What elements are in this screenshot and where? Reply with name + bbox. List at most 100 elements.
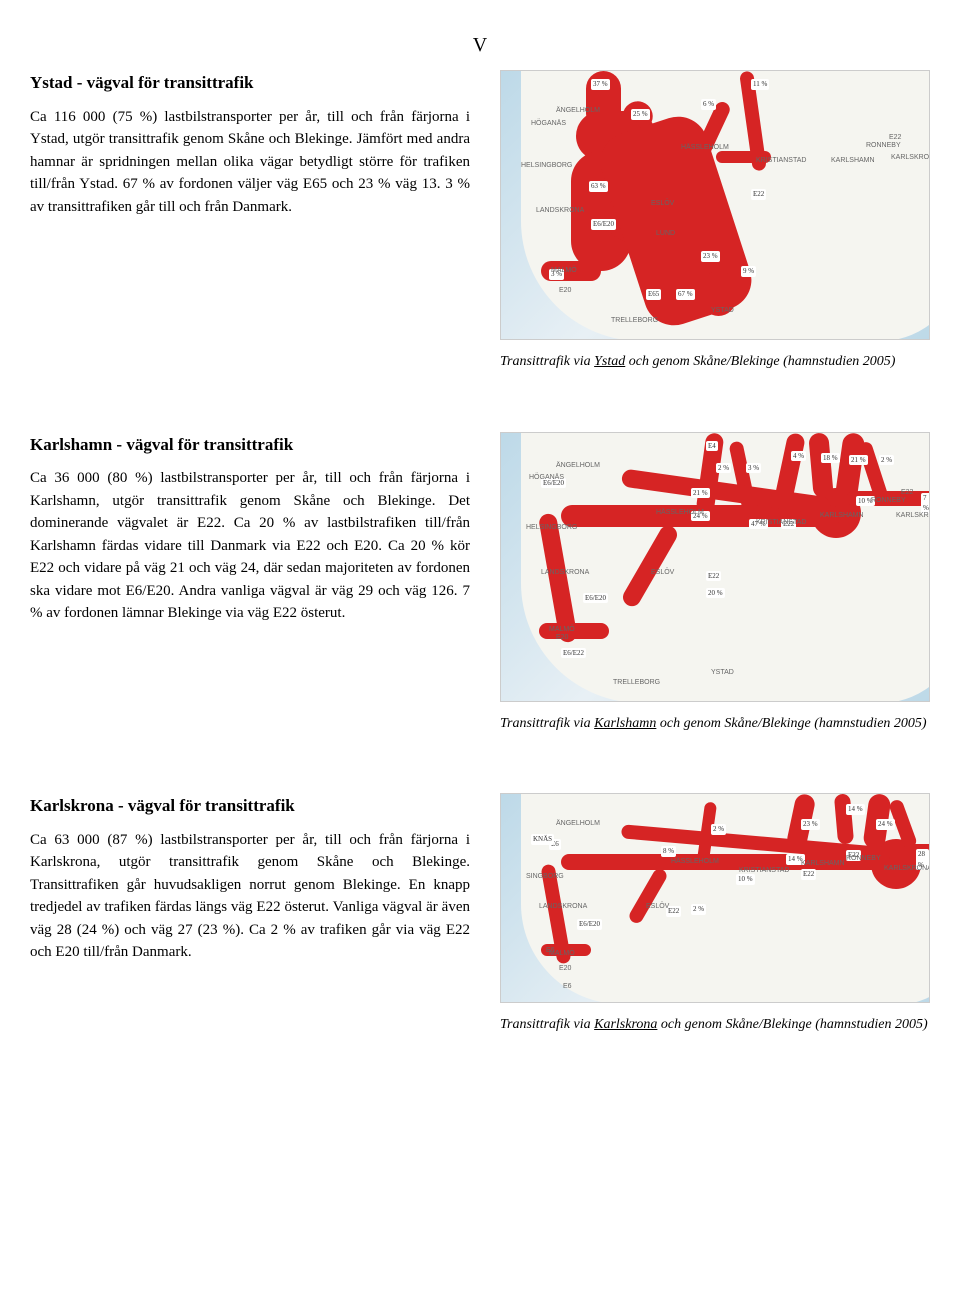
map-city-label: ÄNGELHOLM xyxy=(556,106,600,117)
ystad-map: 37 %11 %25 %6 %63 %E6/E20E2223 %9 %E6567… xyxy=(500,70,930,340)
karlshamn-text-col: Karlshamn - vägval för transittrafik Ca … xyxy=(30,432,470,625)
section-karlshamn: Karlshamn - vägval för transittrafik Ca … xyxy=(30,432,930,734)
map-city-label: KARLSKRONA xyxy=(891,153,930,164)
map-percent-label: 23 % xyxy=(701,251,720,262)
map-city-label: KARLSHAMN xyxy=(831,156,875,167)
map-percent-label: 2 % xyxy=(716,463,731,474)
map-city-label: ESLÖV xyxy=(651,568,674,579)
karlshamn-caption: Transittrafik via Karlshamn och genom Sk… xyxy=(500,714,930,734)
section-ystad: Ystad - vägval för transittrafik Ca 116 … xyxy=(30,70,930,372)
karlskrona-body: Ca 63 000 (87 %) lastbilstransporter per… xyxy=(30,829,470,964)
map-city-label: LANDSKRONA xyxy=(536,206,584,217)
karlshamn-body: Ca 36 000 (80 %) lastbilstransporter per… xyxy=(30,467,470,625)
karlskrona-text-col: Karlskrona - vägval för transittrafik Ca… xyxy=(30,793,470,964)
map-city-label: HÖGANÄS xyxy=(529,473,564,484)
map-city-label: LANDSKRONA xyxy=(539,902,587,913)
map-city-label: MALMÖ xyxy=(551,266,577,277)
map-percent-label: 23 % xyxy=(801,819,820,830)
ystad-map-col: 37 %11 %25 %6 %63 %E6/E20E2223 %9 %E6567… xyxy=(500,70,930,372)
ystad-text-col: Ystad - vägval för transittrafik Ca 116 … xyxy=(30,70,470,218)
ystad-caption-key: Ystad xyxy=(594,354,625,369)
map-percent-label: 9 % xyxy=(741,266,756,277)
map-percent-label: 67 % xyxy=(676,289,695,300)
map-percent-label: E6/E20 xyxy=(583,593,608,604)
map-city-label: KARLSHAMN xyxy=(801,859,845,870)
map-city-label: YSTAD xyxy=(711,668,734,679)
karlskrona-caption-pre: Transittrafik via xyxy=(500,1017,594,1032)
map-city-label: KARLSHAMN xyxy=(820,511,864,522)
map-percent-label: E4 xyxy=(706,441,718,452)
karlskrona-caption-mid: och genom Skåne/Blekinge (hamnstudien 20… xyxy=(657,1017,927,1032)
map-percent-label: 25 % xyxy=(631,109,650,120)
karlskrona-heading: Karlskrona - vägval för transittrafik xyxy=(30,793,470,819)
map-percent-label: 37 % xyxy=(591,79,610,90)
map-percent-label: 2 % xyxy=(711,824,726,835)
map-percent-label: E22 xyxy=(751,189,766,200)
map-city-label: E22 xyxy=(901,488,913,499)
ystad-caption: Transittrafik via Ystad och genom Skåne/… xyxy=(500,352,930,372)
map-percent-label: E65 xyxy=(646,289,661,300)
map-city-label: HÄSSLEHOLM xyxy=(656,508,704,519)
map-percent-label: 21 % xyxy=(849,455,868,466)
map-city-label: HELSINGBORG xyxy=(521,161,572,172)
map-percent-label: 20 % xyxy=(706,588,725,599)
map-city-label: E20 xyxy=(559,964,571,975)
map-city-label: SINGBORG xyxy=(526,872,564,883)
map-percent-label: 18 % xyxy=(821,453,840,464)
ystad-caption-pre: Transittrafik via xyxy=(500,354,594,369)
karlskrona-map: 2 %14 %23 %24 %8 %14 %E2228 %10 %E222 %E… xyxy=(500,793,930,1003)
ystad-caption-mid: och genom Skåne/Blekinge (hamnstudien 20… xyxy=(625,354,895,369)
map-percent-label: 24 % xyxy=(876,819,895,830)
map-percent-label: 14 % xyxy=(846,804,865,815)
karlskrona-caption-key: Karlskrona xyxy=(594,1017,657,1032)
map-city-label: KRISTIANSTAD xyxy=(739,866,789,877)
karlshamn-caption-mid: och genom Skåne/Blekinge (hamnstudien 20… xyxy=(656,716,926,731)
karlshamn-caption-pre: Transittrafik via xyxy=(500,716,594,731)
map-city-label: E20 xyxy=(556,633,568,644)
karlshamn-caption-key: Karlshamn xyxy=(594,716,656,731)
map-city-label: HÄSSLEHOLM xyxy=(671,857,719,868)
map-city-label: KARLSKRONA xyxy=(896,511,930,522)
map-city-label: HÄSSLEHOLM xyxy=(681,143,729,154)
map-city-label: E20 xyxy=(559,286,571,297)
section-karlskrona: Karlskrona - vägval för transittrafik Ca… xyxy=(30,793,930,1035)
map-percent-label: E22 xyxy=(706,571,721,582)
map-city-label: E6 xyxy=(546,946,555,957)
karlskrona-caption: Transittrafik via Karlskrona och genom S… xyxy=(500,1015,930,1035)
map-percent-label: E22 xyxy=(801,869,816,880)
map-city-label: E6 xyxy=(563,982,572,993)
map-city-label: KRISTIANSTAD xyxy=(756,156,806,167)
map-city-label: ESLÖV xyxy=(646,902,669,913)
map-percent-label: 8 % xyxy=(661,846,676,857)
map-city-label: ÄNGELHOLM xyxy=(556,819,600,830)
map-city-label: KRISTIANSTAD xyxy=(756,518,806,529)
karlskrona-map-col: 2 %14 %23 %24 %8 %14 %E2228 %10 %E222 %E… xyxy=(500,793,930,1035)
karlshamn-heading: Karlshamn - vägval för transittrafik xyxy=(30,432,470,458)
map-city-label: YSTAD xyxy=(711,306,734,317)
map-city-label: TRELLEBORG xyxy=(613,678,660,689)
map-percent-label: KNÄS xyxy=(531,834,554,845)
page-top-mark: V xyxy=(30,30,930,60)
map-percent-label: 2 % xyxy=(691,904,706,915)
ystad-body: Ca 116 000 (75 %) lastbilstransporter pe… xyxy=(30,106,470,219)
map-city-label: HÖGANÄS xyxy=(531,119,566,130)
map-city-label: E22 xyxy=(889,133,901,144)
map-percent-label: 3 % xyxy=(746,463,761,474)
karlshamn-map-col: E42 %3 %4 %18 %21 %2 %21 %24 %47 %E2210 … xyxy=(500,432,930,734)
karlshamn-map: E42 %3 %4 %18 %21 %2 %21 %24 %47 %E2210 … xyxy=(500,432,930,702)
map-city-label: LUND xyxy=(656,229,675,240)
map-percent-label: E6/E22 xyxy=(561,648,586,659)
map-percent-label: 11 % xyxy=(751,79,769,90)
map-city-label: KARLSKRONA xyxy=(884,864,930,875)
map-percent-label: 2 % xyxy=(879,455,894,466)
ystad-heading: Ystad - vägval för transittrafik xyxy=(30,70,470,96)
map-city-label: RONNEBY xyxy=(846,854,881,865)
map-percent-label: 21 % xyxy=(691,488,710,499)
map-percent-label: E6/E20 xyxy=(577,919,602,930)
map-city-label: TRELLEBORG xyxy=(611,316,658,327)
map-city-label: LANDSKRONA xyxy=(541,568,589,579)
map-percent-label: 6 % xyxy=(701,99,716,110)
map-city-label: ÄNGELHOLM xyxy=(556,461,600,472)
map-city-label: HELSINGBORG xyxy=(526,523,577,534)
map-percent-label: 4 % xyxy=(791,451,806,462)
